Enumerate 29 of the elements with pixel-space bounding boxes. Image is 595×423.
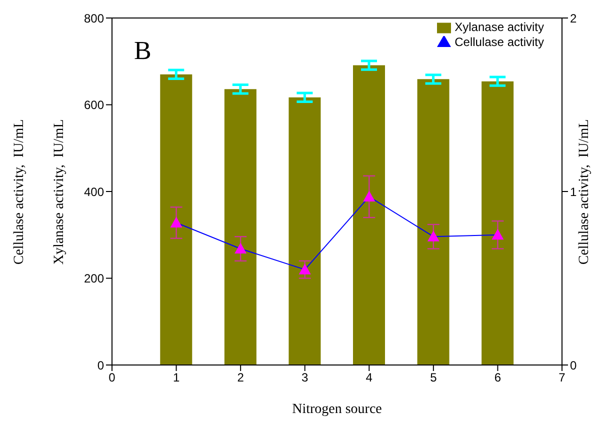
y2-tick-label: 2: [570, 11, 577, 26]
y2-axis-title: Cellulase activity, IU/mL: [577, 119, 593, 265]
y-tick-label: 600: [84, 98, 104, 112]
annotation: B: [134, 36, 152, 66]
x-tick-label: 3: [302, 370, 309, 385]
x-axis-title: Nitrogen source: [291, 402, 383, 418]
legend-label: Xylanase activity: [454, 20, 544, 34]
bar: [288, 97, 321, 365]
y-tick-label: 200: [84, 272, 104, 286]
y2-tick-label: 1: [570, 184, 577, 199]
y-tick-label: 400: [84, 184, 104, 199]
x-tick-label: 5: [430, 370, 438, 385]
x-tick-label: 2: [237, 370, 244, 385]
x-tick-label: 0: [108, 370, 116, 385]
y2-tick-label: 0: [570, 358, 577, 372]
y-tick-label: 800: [84, 11, 104, 26]
bar: [417, 79, 450, 365]
x-tick-label: 7: [558, 370, 566, 385]
bar: [482, 81, 514, 365]
x-tick-label: 4: [366, 370, 373, 385]
x-tick-label: 6: [494, 370, 502, 385]
bar: [353, 65, 385, 365]
y-tick-label: 0: [97, 358, 104, 372]
y-axis-title: Xylanase activity, IU/mL: [52, 119, 68, 265]
legend-label: Cellulase activity: [454, 34, 544, 49]
x-tick-label: 1: [172, 370, 180, 385]
text: Cellulase activity, IU/mL: [12, 119, 28, 265]
bar: [160, 74, 192, 365]
bar: [224, 89, 256, 365]
